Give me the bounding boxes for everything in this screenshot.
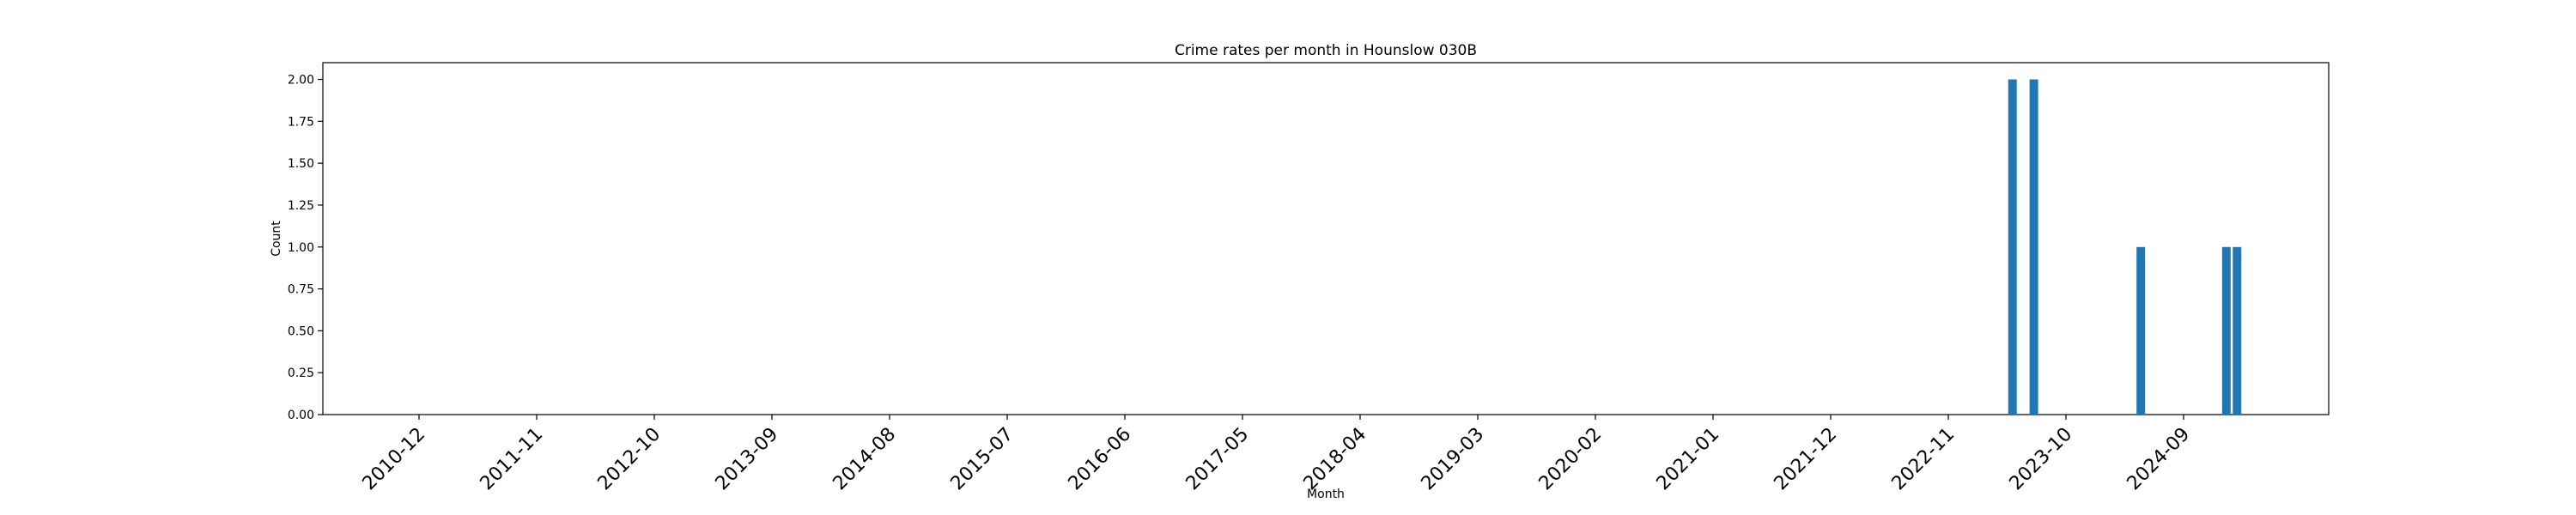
x-tick-label: 2010-12 <box>359 424 430 495</box>
x-tick-label: 2023-10 <box>2006 424 2077 495</box>
plot-area <box>322 62 2330 415</box>
bar-2025-01 <box>2221 246 2231 415</box>
y-tick-label: 0.50 <box>288 324 314 338</box>
x-tick-label: 2014-08 <box>829 424 901 495</box>
y-tick-label: 0.25 <box>288 367 314 380</box>
x-tick-label: 2015-07 <box>947 424 1018 495</box>
x-axis: 2010-12 2011-11 2012-10 2013-09 2014-08 2015-… <box>359 415 2195 495</box>
x-tick-label: 2022-11 <box>1888 424 1959 495</box>
plot-border <box>322 62 2330 415</box>
bar-2023-05 <box>2008 79 2017 415</box>
y-tick-label: 1.75 <box>288 115 314 129</box>
x-tick-label: 2019-03 <box>1418 424 1489 495</box>
x-tick-label: 2016-06 <box>1065 424 1136 495</box>
y-tick-label: 0.75 <box>288 283 314 297</box>
x-tick-label: 2021-01 <box>1653 424 1724 495</box>
y-tick-label: 1.25 <box>288 199 314 213</box>
y-tick-label: 0.00 <box>288 409 314 422</box>
y-tick-label: 2.00 <box>288 74 314 88</box>
y-axis-label: Count <box>270 221 283 257</box>
y-tick-label: 1.00 <box>288 241 314 255</box>
x-tick-label: 2018-04 <box>1300 424 1371 495</box>
chart-title: Crime rates per month in Hounslow 030B <box>1175 42 1477 59</box>
bars <box>2008 79 2242 415</box>
x-tick-label: 2020-02 <box>1535 424 1607 495</box>
x-tick-label: 2013-09 <box>712 424 783 495</box>
bar-2023-07 <box>2029 79 2038 415</box>
x-tick-label: 2012-10 <box>594 424 665 495</box>
y-axis: 0.00 0.25 0.50 0.75 1.00 1.25 1.50 1.75 2.00 <box>288 74 323 422</box>
x-tick-label: 2024-09 <box>2123 424 2195 495</box>
bar-2024-05 <box>2136 246 2146 415</box>
x-axis-label: Month <box>1307 488 1345 501</box>
y-tick-label: 1.50 <box>288 157 314 171</box>
x-tick-label: 2011-11 <box>477 424 548 495</box>
x-tick-label: 2017-05 <box>1182 424 1254 495</box>
bar-2025-02 <box>2233 246 2242 415</box>
x-tick-label: 2021-12 <box>1771 424 1842 495</box>
